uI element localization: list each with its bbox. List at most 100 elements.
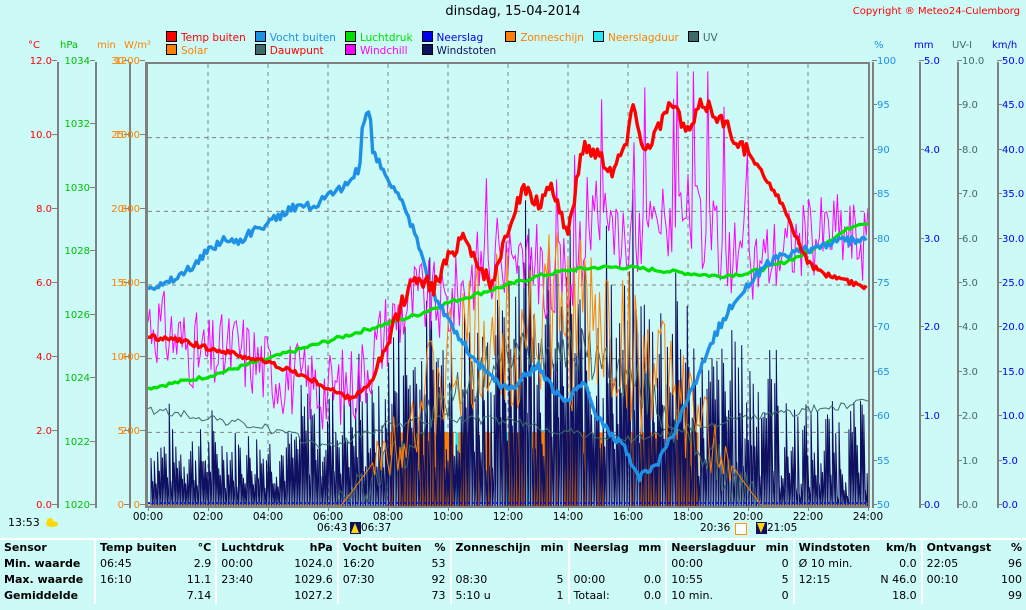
legend-item-luchtdruk[interactable]: Luchtdruk xyxy=(344,31,413,44)
legend-swatch-icon xyxy=(166,44,177,55)
axis-tick-label: 70 xyxy=(872,322,890,333)
x-axis-tick-mark xyxy=(148,506,149,511)
axis-unit-min: min xyxy=(97,40,116,51)
axis-tick-label: 0.0 xyxy=(997,500,1018,511)
table-cell-value xyxy=(634,556,666,572)
table-cell-time: 07:30 xyxy=(336,572,428,588)
legend-column: Neerslagduur xyxy=(592,31,679,57)
axis-tick-label: 1022 xyxy=(0,437,95,448)
table-header-unit: min xyxy=(765,541,789,554)
sunset-box-icon xyxy=(735,523,747,535)
legend-item-neerslagduur[interactable]: Neerslagduur xyxy=(592,31,679,44)
sunrise-time: 06:43 xyxy=(317,522,348,534)
table-row-label: Max. waarde xyxy=(4,573,84,586)
table-header-unit: min xyxy=(540,541,564,554)
sunset-time: 20:36 xyxy=(700,522,731,534)
legend-swatch-icon xyxy=(592,31,604,42)
plot-canvas xyxy=(148,64,868,506)
axis-tick-label: 8.0 xyxy=(0,204,57,215)
weather-plot[interactable] xyxy=(146,62,870,508)
legend-column: Zonneschijn xyxy=(505,31,584,57)
table-header-zonneschijn: Zonneschijn xyxy=(449,540,536,556)
table-header-unit: °C xyxy=(197,541,212,554)
axis-spine xyxy=(129,62,131,508)
table-header-ontvangst: Ontvangst xyxy=(920,540,997,556)
current-time: 13:53 xyxy=(8,516,40,529)
legend-item-vocht-buiten[interactable]: Vocht buiten xyxy=(254,31,336,44)
legend-item-windstoten[interactable]: Windstoten xyxy=(421,44,497,57)
legend-item-solar[interactable]: Solar xyxy=(166,44,246,57)
table-cell-time: 5:10 u xyxy=(449,588,536,604)
table-cell-value xyxy=(536,556,569,572)
table-row: Gemiddelde 7.14 1027.2 73 5:10 u 1 Totaal: 0.0 1… xyxy=(0,588,1026,604)
axis-spine xyxy=(997,62,999,508)
axis-tick-label: 8.0 xyxy=(957,145,978,156)
table-cell-value: 18.0 xyxy=(892,589,917,602)
axis-unit-mm: mm xyxy=(914,40,934,51)
axis-tick-label: 1.0 xyxy=(957,456,978,467)
table-cell-time xyxy=(792,588,876,604)
x-axis-tick-mark xyxy=(808,506,809,511)
legend-item-windchill[interactable]: Windchill xyxy=(344,44,413,57)
table-cell-time: 16:10 xyxy=(93,572,183,588)
table-cell-time xyxy=(93,588,183,604)
legend-column: Luchtdruk Windchill xyxy=(344,31,413,57)
axis-tick-label: 40.0 xyxy=(997,145,1024,156)
table-cell-value: 99 xyxy=(1008,589,1022,602)
x-axis-tick-label: 18:00 xyxy=(672,511,704,523)
legend-swatch-icon xyxy=(344,31,356,42)
x-axis-tick-mark xyxy=(448,506,449,511)
table-cell-time: 12:15 xyxy=(792,572,876,588)
sun-times: 06:43 06:37 20:36 21:05 xyxy=(0,522,1026,536)
axis-tick-label: 1032 xyxy=(0,119,95,130)
table-header-sensor: Sensor xyxy=(4,541,47,554)
axis-tick-label: 6.0 xyxy=(0,278,57,289)
table-cell-time: 22:05 xyxy=(920,556,997,572)
axis-tick-label: 75 xyxy=(872,278,890,289)
x-axis-tick-mark xyxy=(208,506,209,511)
x-axis-tick-mark xyxy=(508,506,509,511)
legend-item-zonneschijn[interactable]: Zonneschijn xyxy=(505,31,584,44)
table-cell-value: 0.0 xyxy=(899,557,917,570)
legend-item-neerslag[interactable]: Neerslag xyxy=(421,31,497,44)
dusk-marker-icon xyxy=(756,522,767,534)
axis-tick-label: 400 xyxy=(0,352,145,363)
table-cell-value: 92 xyxy=(431,573,446,586)
table-header-unit: mm xyxy=(638,541,662,554)
x-axis-tick-mark xyxy=(868,506,869,511)
legend-item-temp-buiten[interactable]: Temp buiten xyxy=(166,31,246,44)
axis-tick-label: 5.0 xyxy=(957,278,978,289)
table-row-label: Min. waarde xyxy=(4,557,81,570)
axis-tick-label: 50.0 xyxy=(997,56,1024,67)
axis-tick-label: 1030 xyxy=(0,183,95,194)
axis-spine xyxy=(95,62,97,508)
legend-label: Windstoten xyxy=(436,45,497,57)
axis-tick-label: 2.0 xyxy=(919,322,940,333)
copyright-notice: Copyright ® Meteo24-Culemborg xyxy=(852,6,1020,17)
axis-tick-label: 95 xyxy=(872,100,890,111)
table-header-neerslagduur: Neerslagduur xyxy=(665,540,762,556)
axis-tick-label: 1028 xyxy=(0,246,95,257)
legend-swatch-icon xyxy=(166,31,177,42)
summary-table: Sensor Temp buiten °C Luchtdruk hPa Vocht bui… xyxy=(0,538,1026,610)
table-cell-time: 00:00 xyxy=(215,556,290,572)
axis-tick-label: 85 xyxy=(872,189,890,200)
table-cell-value: 11.1 xyxy=(186,573,212,586)
table-cell-value: 73 xyxy=(431,589,446,602)
x-axis-tick-mark xyxy=(388,506,389,511)
legend-label: Dauwpunt xyxy=(269,45,324,57)
table-cell-time: 08:30 xyxy=(449,572,536,588)
legend-label: Zonneschijn xyxy=(520,32,584,44)
axis-tick-label: 25.0 xyxy=(997,278,1024,289)
axis-tick-label: 0.0 xyxy=(919,500,940,511)
axis-tick-label: 20 xyxy=(0,204,129,215)
x-axis-tick-label: 20:00 xyxy=(732,511,764,523)
table-cell-time xyxy=(567,556,634,572)
axis-tick-label: 4.0 xyxy=(957,322,978,333)
table-cell-value: 5 xyxy=(781,573,789,586)
legend-item-uv[interactable]: UV xyxy=(687,31,718,44)
legend-item-dauwpunt[interactable]: Dauwpunt xyxy=(254,44,336,57)
axis-tick-label: 35.0 xyxy=(997,189,1024,200)
axis-tick-label: 1.0 xyxy=(919,411,940,422)
table-header-temp-buiten: Temp buiten xyxy=(93,540,183,556)
